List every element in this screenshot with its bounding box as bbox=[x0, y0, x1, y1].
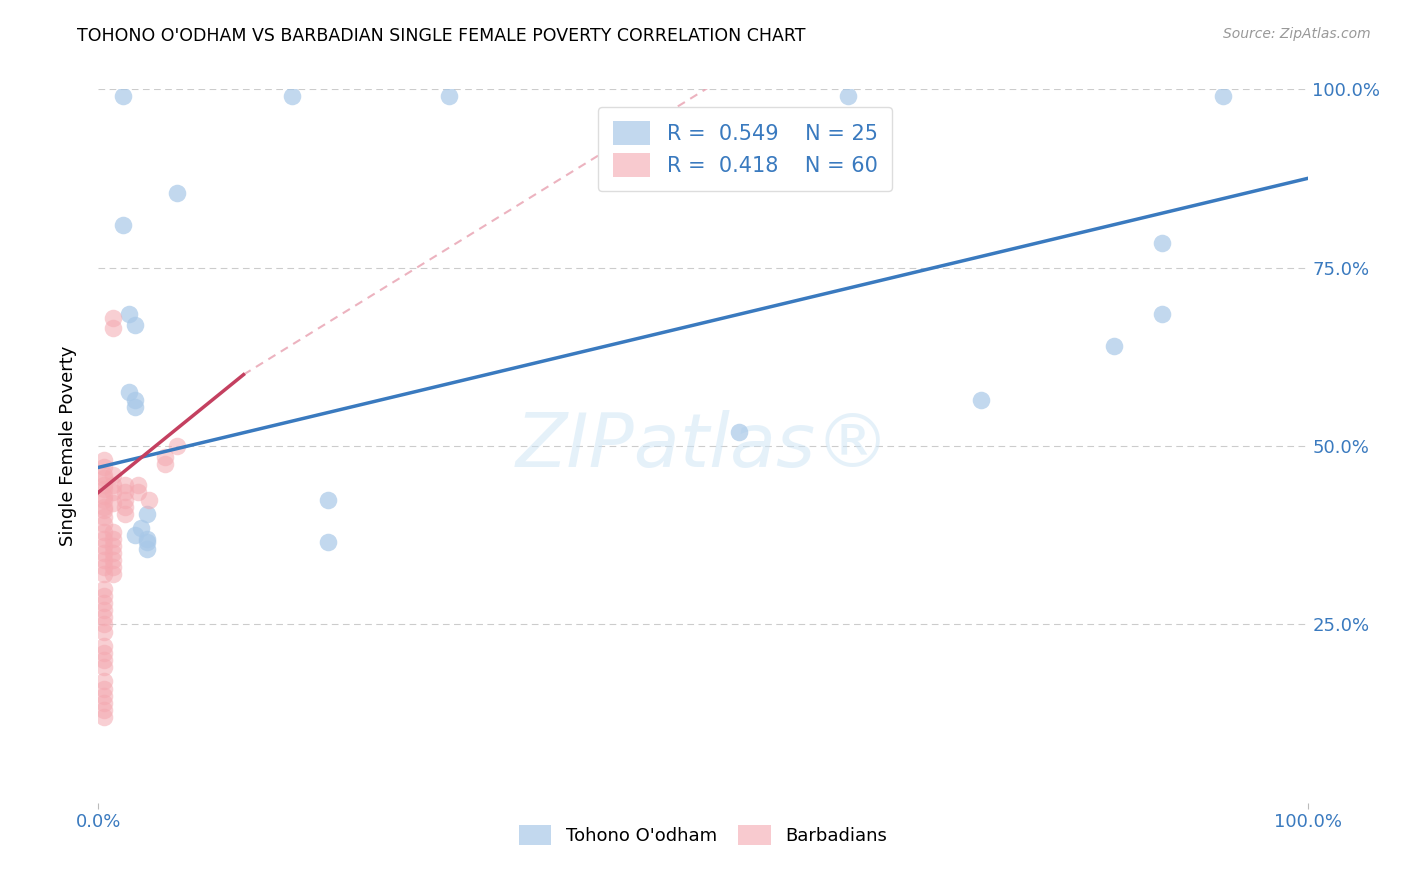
Point bbox=[93, 603, 115, 617]
Point bbox=[1102, 339, 1125, 353]
Point bbox=[101, 560, 124, 574]
Point bbox=[101, 467, 124, 482]
Point bbox=[93, 660, 115, 674]
Point bbox=[93, 610, 115, 624]
Point bbox=[114, 492, 136, 507]
Point bbox=[101, 539, 124, 553]
Point bbox=[93, 460, 115, 475]
Point bbox=[93, 703, 115, 717]
Text: TOHONO O'ODHAM VS BARBADIAN SINGLE FEMALE POVERTY CORRELATION CHART: TOHONO O'ODHAM VS BARBADIAN SINGLE FEMAL… bbox=[77, 27, 806, 45]
Point bbox=[93, 553, 115, 567]
Point bbox=[101, 567, 124, 582]
Point bbox=[93, 589, 115, 603]
Point bbox=[166, 439, 188, 453]
Point bbox=[101, 478, 124, 492]
Point bbox=[1152, 307, 1174, 321]
Point bbox=[93, 489, 115, 503]
Point bbox=[93, 503, 115, 517]
Point bbox=[93, 524, 115, 539]
Point bbox=[93, 582, 115, 596]
Point bbox=[93, 689, 115, 703]
Point bbox=[101, 321, 124, 335]
Point bbox=[114, 478, 136, 492]
Text: Source: ZipAtlas.com: Source: ZipAtlas.com bbox=[1223, 27, 1371, 41]
Point bbox=[93, 639, 115, 653]
Legend: Tohono O'odham, Barbadians: Tohono O'odham, Barbadians bbox=[510, 815, 896, 855]
Y-axis label: Single Female Poverty: Single Female Poverty bbox=[59, 346, 77, 546]
Point bbox=[101, 532, 124, 546]
Point bbox=[153, 450, 176, 464]
Point bbox=[153, 457, 176, 471]
Point bbox=[127, 478, 149, 492]
Point bbox=[124, 318, 146, 332]
Point bbox=[93, 546, 115, 560]
Point bbox=[93, 653, 115, 667]
Point bbox=[93, 681, 115, 696]
Point bbox=[135, 507, 157, 521]
Point bbox=[101, 546, 124, 560]
Point bbox=[970, 392, 993, 407]
Point bbox=[93, 471, 115, 485]
Point bbox=[129, 521, 152, 535]
Point bbox=[437, 89, 460, 103]
Point bbox=[93, 596, 115, 610]
Point bbox=[101, 524, 124, 539]
Point bbox=[111, 218, 134, 232]
Point bbox=[93, 478, 115, 492]
Point bbox=[93, 482, 115, 496]
Point bbox=[124, 400, 146, 414]
Point bbox=[1152, 235, 1174, 250]
Point bbox=[93, 567, 115, 582]
Point bbox=[316, 535, 339, 549]
Point bbox=[124, 392, 146, 407]
Point bbox=[111, 89, 134, 103]
Point bbox=[93, 696, 115, 710]
Point bbox=[101, 485, 124, 500]
Point bbox=[118, 385, 141, 400]
Point bbox=[138, 492, 160, 507]
Point bbox=[93, 674, 115, 689]
Text: ZIPatlas®: ZIPatlas® bbox=[516, 410, 890, 482]
Point bbox=[135, 542, 157, 557]
Point bbox=[118, 307, 141, 321]
Point bbox=[728, 425, 751, 439]
Point bbox=[135, 535, 157, 549]
Point bbox=[93, 453, 115, 467]
Point bbox=[93, 517, 115, 532]
Point bbox=[93, 560, 115, 574]
Point bbox=[114, 507, 136, 521]
Point bbox=[93, 646, 115, 660]
Point bbox=[114, 500, 136, 514]
Point bbox=[101, 310, 124, 325]
Point bbox=[127, 485, 149, 500]
Point bbox=[93, 532, 115, 546]
Point bbox=[166, 186, 188, 200]
Point bbox=[837, 89, 859, 103]
Point bbox=[93, 500, 115, 514]
Point bbox=[1212, 89, 1234, 103]
Point bbox=[93, 510, 115, 524]
Point bbox=[93, 539, 115, 553]
Point bbox=[101, 553, 124, 567]
Point bbox=[93, 624, 115, 639]
Point bbox=[93, 467, 115, 482]
Point bbox=[124, 528, 146, 542]
Point bbox=[101, 496, 124, 510]
Point bbox=[93, 492, 115, 507]
Point bbox=[316, 492, 339, 507]
Point bbox=[135, 532, 157, 546]
Point bbox=[114, 485, 136, 500]
Point bbox=[93, 617, 115, 632]
Point bbox=[281, 89, 304, 103]
Point bbox=[93, 710, 115, 724]
